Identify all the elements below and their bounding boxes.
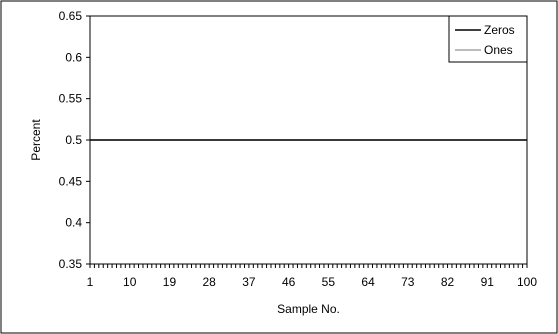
- x-tick-label: 82: [441, 275, 455, 289]
- y-axis: 0.35 0.4 0.45 0.5 0.55 0.6 0.65: [59, 9, 90, 271]
- legend-label-ones: Ones: [484, 43, 513, 57]
- x-tick-label: 64: [361, 275, 375, 289]
- x-tick-label: 1: [87, 275, 94, 289]
- x-axis-title: Sample No.: [277, 302, 340, 316]
- y-tick-label: 0.4: [65, 216, 82, 230]
- x-tick-label: 73: [401, 275, 415, 289]
- x-tick-label: 46: [282, 275, 296, 289]
- y-axis-title: Percent: [29, 119, 43, 161]
- x-tick-label: 28: [203, 275, 217, 289]
- y-tick-label: 0.45: [59, 174, 83, 188]
- y-tick-label: 0.6: [65, 50, 82, 64]
- y-tick-label: 0.65: [59, 9, 83, 23]
- x-tick-label: 10: [123, 275, 137, 289]
- x-axis: 1 10 19 28 37 46 55 64 73 82 91 100: [87, 264, 537, 289]
- x-tick-label: 91: [481, 275, 495, 289]
- x-tick-label: 19: [163, 275, 177, 289]
- x-tick-label: 37: [242, 275, 256, 289]
- y-tick-label: 0.5: [65, 133, 82, 147]
- y-tick-label: 0.35: [59, 257, 83, 271]
- y-tick-label: 0.55: [59, 92, 83, 106]
- legend-box: [448, 15, 528, 63]
- legend-label-zeros: Zeros: [484, 23, 515, 37]
- x-tick-label: 100: [517, 275, 537, 289]
- legend: Zeros Ones: [448, 15, 528, 63]
- x-tick-label: 55: [322, 275, 336, 289]
